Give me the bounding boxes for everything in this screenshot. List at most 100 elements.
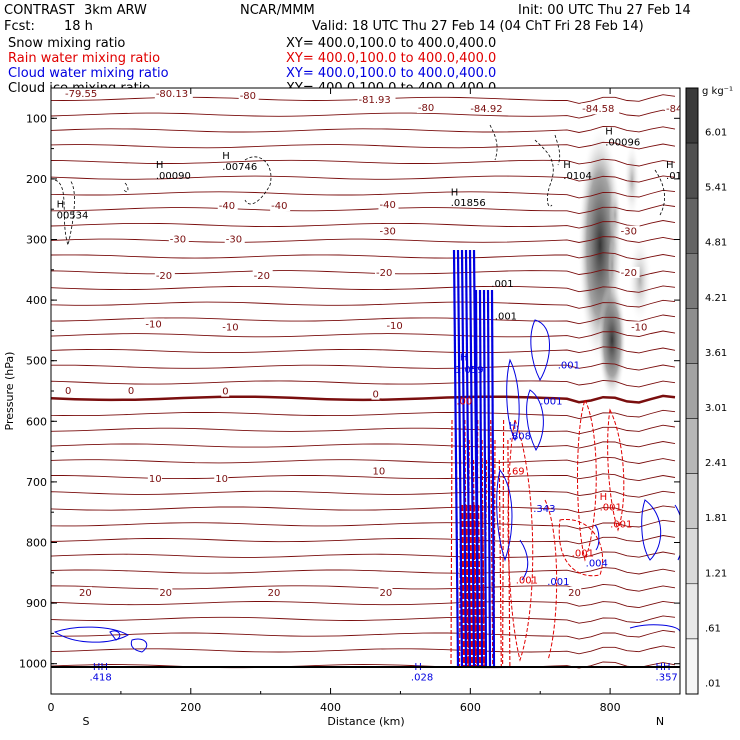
extrema-label: H: [509, 421, 517, 432]
isotherm-line: [51, 505, 676, 514]
legend-label: Cloud water mixing ratio: [8, 66, 169, 81]
rain-water-contour: [460, 504, 466, 669]
y-tick-label: 600: [26, 415, 47, 428]
rain-water-contour: [493, 439, 496, 669]
y-tick-label: 100: [26, 112, 47, 125]
extrema-label: .001: [600, 502, 622, 513]
temperature-label: -80.13: [156, 89, 188, 100]
isotherm-line: [51, 236, 676, 243]
cloud-ice-contours: [54, 124, 665, 247]
label-bg: [154, 88, 193, 100]
extrema-label: .001: [540, 396, 562, 407]
temperature-label: -10: [222, 322, 238, 333]
isotherm-line: [51, 424, 676, 435]
isotherm-line: [51, 535, 676, 545]
extrema-label: .001: [558, 361, 580, 372]
isotherm-line: [51, 379, 676, 388]
colorbar-swatch: [685, 308, 699, 364]
rain-water-contour: [498, 459, 502, 669]
cloud-water-contour: [641, 499, 662, 561]
legend-xy: XY= 400.0,100.0 to 400.0,400.0: [286, 51, 496, 66]
temperature-label: -40: [271, 201, 287, 212]
label-bg: [266, 586, 281, 598]
temperature-label: -10: [145, 319, 161, 330]
label-bg: [168, 233, 189, 245]
extrema-label: H: [222, 151, 230, 162]
plot-area: -79.55 -80.13 -80 -81.93 -80 -84.92 -84.58 -84.…: [51, 88, 680, 694]
extrema-label: H: [451, 187, 459, 198]
extrema-label: H: [600, 492, 608, 503]
label-bg: [270, 200, 291, 212]
temperature-label: -20: [621, 268, 637, 279]
colorbar-label: 4.21: [705, 293, 727, 304]
isotherm-line: [51, 600, 676, 609]
fcst-label: Fcst:: [4, 19, 35, 34]
cloud-water-contour: [526, 389, 544, 452]
temperature-label: 10: [372, 467, 385, 478]
colorbar-swatch: [685, 418, 699, 474]
cloud-water-contour: [130, 638, 148, 653]
colorbar-swatch: [685, 197, 699, 254]
temperature-label: -20: [376, 268, 392, 279]
extrema-label: H: [605, 127, 613, 138]
colorbar-swatch: [685, 87, 699, 144]
extrema-label: .357: [656, 673, 678, 684]
cloud-water-contour: [496, 468, 513, 562]
rain-water-contour: [607, 408, 625, 532]
label-bg: [252, 269, 273, 281]
isotherm-line: [51, 220, 676, 229]
temperature-label: -79.55: [65, 89, 97, 100]
colorbar-swatch: [685, 473, 699, 529]
x-tick-label: 800: [600, 701, 621, 714]
rain-water-contour: [507, 418, 534, 662]
temperature-labels: -79.55 -80.13 -80 -81.93 -80 -84.92 -84.58 -84.…: [63, 88, 680, 599]
isotherm-line: [51, 394, 676, 404]
temperature-label: 0: [372, 390, 378, 401]
isotherm-contours: [51, 94, 676, 669]
label-bg: [665, 103, 680, 115]
temperature-label: -40: [219, 201, 235, 212]
temperature-label: -84.92: [470, 104, 502, 115]
extrema-labels: H00534H.00090H.00746H.01856H.00096H.0104…: [57, 127, 680, 684]
init-time: Init: 00 UTC Thu 27 Feb 14: [518, 3, 691, 18]
cloud-water-contour: [490, 289, 496, 669]
extrema-label: .00096: [605, 138, 640, 149]
extrema-label: .0104: [563, 171, 592, 182]
label-bg: [385, 320, 406, 332]
colorbar-label: 2.41: [705, 458, 727, 469]
cloud-water-contour: [468, 249, 476, 669]
center-name: NCAR/MMM: [240, 3, 315, 18]
colorbar-swatch: [685, 142, 699, 199]
snow-patch: [608, 235, 616, 295]
label-bg: [217, 200, 238, 212]
isotherm-line: [51, 362, 676, 371]
temperature-label: 10: [215, 474, 228, 485]
label-bg: [147, 472, 162, 484]
isotherm-line: [51, 125, 676, 133]
legend-xy: XY= 400.0,100.0 to 400.0,400.0: [286, 66, 496, 81]
colorbar-label: .61: [705, 623, 721, 634]
cloud-water-contour: [452, 249, 460, 669]
isotherm-line: [51, 285, 676, 293]
temperature-label: -10: [631, 322, 647, 333]
isotherm-line: [51, 299, 676, 309]
cloud-ice-contour: [54, 179, 75, 247]
isotherm-line: [51, 519, 676, 530]
temperature-label: -40: [379, 200, 395, 211]
cloud-ice-contour: [489, 124, 498, 161]
colorbar-label: 4.81: [705, 238, 727, 249]
temperature-label: -20: [156, 271, 172, 282]
cloud-water-contour: [482, 289, 488, 669]
temperature-label: 20: [568, 588, 581, 599]
label-bg: [469, 103, 508, 115]
cloud-ice-contour: [554, 134, 561, 166]
y-tick-label: 900: [26, 597, 47, 610]
isotherm-line: [51, 551, 676, 559]
isotherm-line: [51, 629, 676, 640]
label-bg: [630, 321, 651, 333]
temperature-label: -80: [418, 103, 434, 114]
cloud-water-contour: [109, 630, 121, 641]
label-bg: [378, 586, 393, 598]
south-label: S: [83, 715, 90, 728]
